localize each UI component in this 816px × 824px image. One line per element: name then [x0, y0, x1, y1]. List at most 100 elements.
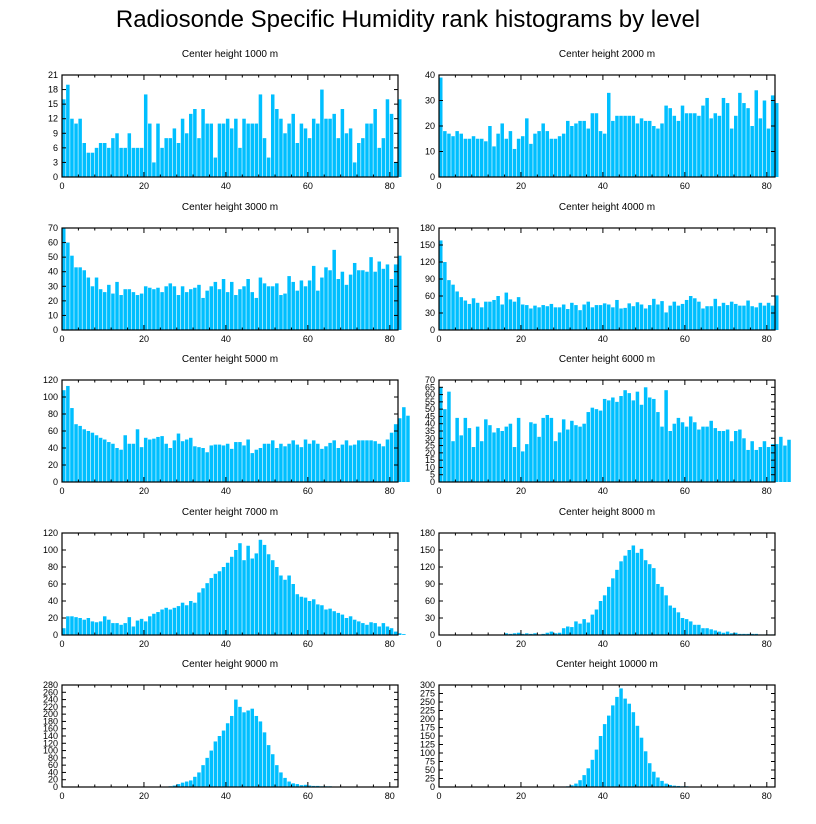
bar: [643, 120, 648, 177]
bar: [377, 443, 382, 482]
y-tick-label: 60: [425, 390, 435, 400]
bar: [631, 115, 636, 177]
bar: [725, 305, 730, 330]
bar: [693, 113, 697, 177]
bar: [729, 633, 734, 635]
bar: [307, 785, 312, 787]
bar: [258, 721, 263, 787]
bar: [180, 118, 185, 177]
bar: [62, 390, 66, 482]
bar: [783, 445, 787, 482]
y-tick-label: 90: [425, 274, 435, 284]
x-tick-label: 40: [221, 181, 231, 191]
bar: [594, 305, 599, 330]
bar: [86, 152, 91, 177]
bar: [164, 607, 168, 635]
bar: [291, 113, 295, 177]
bar: [598, 736, 603, 787]
bar: [574, 621, 578, 635]
y-tick-label: 15: [425, 455, 435, 465]
bar: [156, 287, 160, 330]
bar: [283, 293, 287, 330]
bar: [525, 444, 529, 482]
bar: [230, 715, 234, 787]
bar: [115, 623, 119, 635]
bar: [668, 305, 672, 330]
bar: [74, 123, 78, 177]
bar: [611, 120, 615, 177]
bar: [574, 123, 578, 177]
bar: [439, 387, 443, 482]
bar: [197, 592, 201, 635]
y-tick-label: 0: [53, 782, 58, 792]
bar: [127, 617, 132, 635]
bar: [221, 445, 226, 482]
bar: [443, 409, 447, 482]
bar: [365, 440, 369, 482]
bar: [160, 609, 164, 635]
bar: [647, 564, 652, 635]
bar: [734, 115, 738, 177]
bar: [611, 705, 615, 787]
bar: [246, 545, 250, 635]
bar: [242, 560, 246, 635]
bar: [266, 745, 271, 787]
x-tick-label: 80: [762, 181, 772, 191]
y-tick-label: 20: [425, 121, 435, 131]
bar: [365, 624, 369, 635]
bar: [242, 445, 246, 482]
bar: [623, 390, 627, 482]
y-tick-label: 6: [53, 143, 58, 153]
bar: [484, 419, 488, 482]
bar: [66, 242, 70, 330]
bar: [221, 567, 226, 635]
bar: [439, 77, 443, 177]
y-tick-label: 20: [48, 460, 58, 470]
panel-title: Center height 10000 m: [556, 659, 658, 670]
bar: [139, 293, 144, 330]
y-tick-label: 20: [48, 613, 58, 623]
bar: [283, 133, 287, 177]
bar: [504, 292, 509, 330]
bar: [311, 265, 316, 330]
bar: [213, 741, 218, 787]
bar: [607, 400, 611, 482]
bar: [693, 422, 697, 482]
bar: [262, 138, 267, 177]
bar: [684, 619, 689, 635]
bar: [332, 440, 336, 482]
bar: [217, 736, 222, 787]
bar: [307, 280, 312, 330]
bar: [508, 131, 513, 177]
bar: [131, 147, 136, 177]
bar: [766, 128, 771, 177]
y-tick-label: 25: [425, 441, 435, 451]
bar: [217, 444, 222, 482]
bar: [336, 138, 341, 177]
bar: [258, 94, 263, 177]
bar: [357, 143, 361, 177]
y-tick-label: 75: [425, 757, 435, 767]
y-tick-label: 50: [425, 765, 435, 775]
bar: [184, 605, 189, 635]
bar: [328, 270, 332, 330]
bar: [303, 784, 308, 787]
bar: [607, 92, 611, 177]
bar: [602, 303, 607, 330]
panel-title: Center height 7000 m: [182, 507, 278, 518]
bar: [127, 443, 132, 482]
bar: [627, 703, 631, 787]
bar: [250, 123, 254, 177]
bar: [119, 147, 123, 177]
x-tick-label: 60: [303, 639, 313, 649]
bar: [566, 429, 570, 482]
bar: [578, 120, 582, 177]
bar: [688, 621, 693, 635]
bar: [221, 123, 226, 177]
bar: [721, 302, 726, 330]
bar: [82, 143, 86, 177]
bar: [189, 780, 193, 787]
bar: [647, 120, 652, 177]
bar: [291, 440, 295, 482]
